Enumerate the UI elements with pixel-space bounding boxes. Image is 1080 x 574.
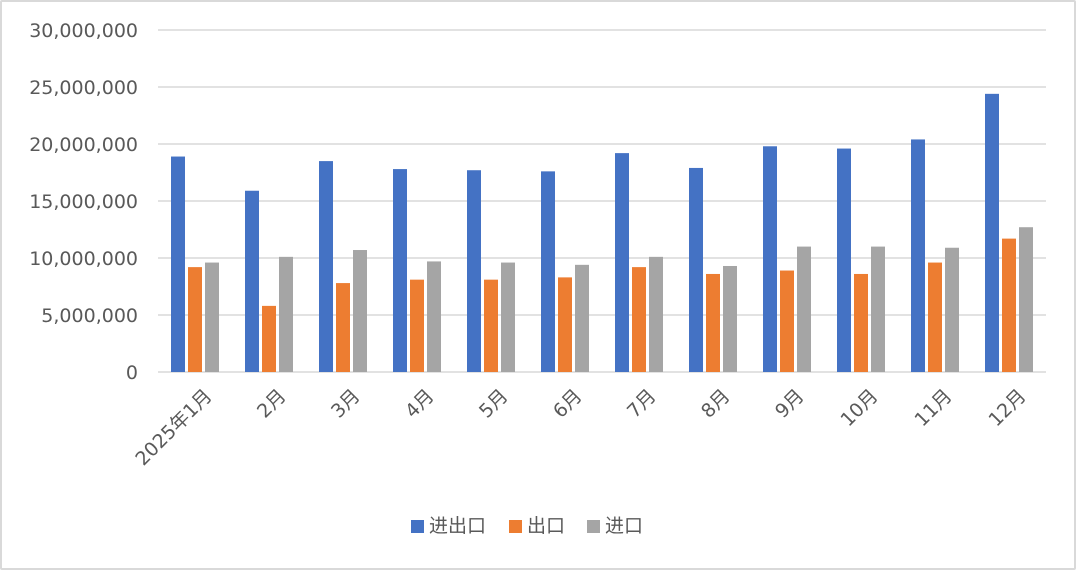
bar-1-6 (541, 171, 555, 372)
bars (171, 93, 1033, 372)
y-tick-label: 25,000,000 (29, 77, 138, 99)
y-tick-label: 20,000,000 (29, 134, 138, 156)
bar-3-2 (279, 256, 293, 372)
bar-1-2 (245, 190, 259, 372)
y-tick-label: 15,000,000 (29, 191, 138, 213)
x-tick-label: 8月 (697, 385, 735, 423)
bar-3-3 (353, 250, 367, 372)
bar-2-4 (410, 279, 424, 372)
bar-2-9 (780, 270, 794, 372)
bar-1-7 (615, 153, 629, 372)
bar-3-10 (871, 246, 885, 372)
bar-2-10 (854, 273, 868, 372)
bar-3-5 (501, 262, 515, 372)
legend-label: 进口 (605, 515, 643, 537)
legend-label: 进出口 (429, 515, 486, 537)
x-tick-label: 2月 (253, 385, 291, 423)
bar-1-8 (689, 167, 703, 372)
bar-1-4 (393, 169, 407, 372)
bar-2-8 (706, 273, 720, 372)
bar-3-6 (575, 264, 589, 372)
bar-3-7 (649, 256, 663, 372)
bar-1-10 (837, 148, 851, 372)
gridlines (158, 29, 1046, 373)
bar-2-3 (336, 283, 350, 372)
legend-swatch (587, 520, 600, 533)
y-tick-label: 30,000,000 (29, 20, 138, 42)
bar-3-12 (1019, 227, 1033, 372)
legend-label: 出口 (527, 515, 565, 537)
y-tick-label: 5,000,000 (41, 305, 138, 327)
bar-3-4 (427, 261, 441, 372)
bar-2-6 (558, 277, 572, 372)
bar-1-1 (171, 156, 185, 372)
bar-3-11 (945, 247, 959, 372)
y-axis-tick-labels: 0 5,000,000 10,000,000 15,000,000 20,000,000… (29, 20, 138, 384)
x-tick-label: 2025年1月 (131, 385, 216, 470)
legend-swatch (509, 520, 522, 533)
x-tick-label: 10月 (836, 385, 882, 431)
legend: 进出口 出口 进口 (411, 515, 643, 537)
legend-item: 出口 (509, 515, 565, 537)
bar-3-8 (723, 265, 737, 372)
bar-3-1 (205, 262, 219, 372)
y-tick-label: 0 (126, 362, 138, 384)
bar-2-5 (484, 279, 498, 372)
bar-1-12 (985, 93, 999, 372)
bar-2-2 (262, 305, 276, 372)
x-tick-label: 4月 (401, 385, 439, 423)
legend-item: 进出口 (411, 515, 486, 537)
x-tick-label: 7月 (623, 385, 661, 423)
legend-swatch (411, 520, 424, 533)
x-tick-label: 3月 (327, 385, 365, 423)
y-tick-label: 10,000,000 (29, 248, 138, 270)
bar-1-11 (911, 139, 925, 372)
x-tick-label: 11月 (910, 385, 956, 431)
x-tick-label: 6月 (549, 385, 587, 423)
bar-2-11 (928, 262, 942, 372)
bar-2-12 (1002, 238, 1016, 372)
bar-1-3 (319, 161, 333, 372)
bar-2-1 (188, 267, 202, 372)
x-tick-label: 9月 (771, 385, 809, 423)
bar-1-5 (467, 170, 481, 372)
x-tick-label: 12月 (984, 385, 1030, 431)
x-axis-tick-labels: 2025年1月 2月 3月 4月 5月 6月 7月 8月 9月 10月 11月 12月 (131, 385, 1030, 470)
bar-2-7 (632, 267, 646, 372)
legend-item: 进口 (587, 515, 643, 537)
x-tick-label: 5月 (475, 385, 513, 423)
bar-3-9 (797, 246, 811, 372)
bar-1-9 (763, 146, 777, 372)
